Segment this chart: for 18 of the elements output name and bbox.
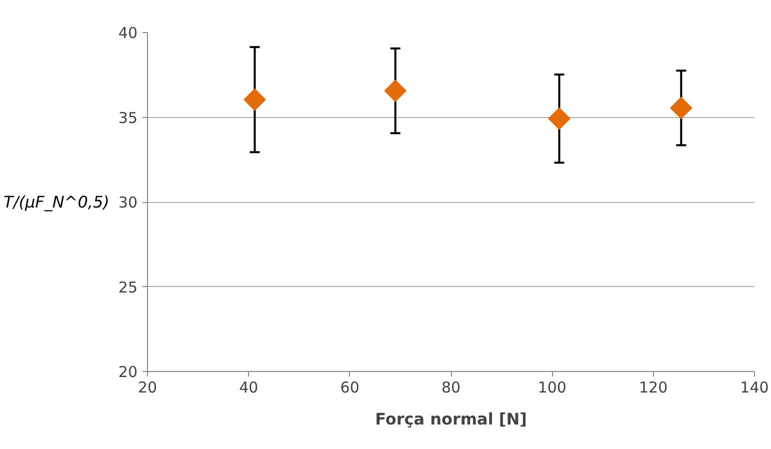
point	[670, 96, 692, 120]
y-tick-label: 25	[118, 278, 138, 296]
x-axis-title: Força normal [N]	[375, 410, 527, 428]
point	[244, 88, 266, 111]
point	[384, 80, 406, 102]
x-tick-label: 80	[441, 378, 461, 396]
x-tick-label: 100	[538, 378, 566, 396]
x-tick-label: 140	[740, 378, 769, 396]
y-tick-label: 40	[118, 24, 138, 42]
y-tick-label: 35	[118, 108, 138, 127]
x-tick-label: 120	[639, 378, 668, 396]
y-axis-title: T/(μF_N^0,5)	[4, 192, 110, 212]
x-tick-label: 20	[138, 378, 158, 396]
y-tick-label: 30	[118, 194, 138, 212]
x-tick-label: 40	[239, 378, 258, 396]
x-tick-label: 60	[340, 378, 360, 396]
y-tick-label: 20	[118, 363, 138, 381]
point	[548, 108, 570, 130]
